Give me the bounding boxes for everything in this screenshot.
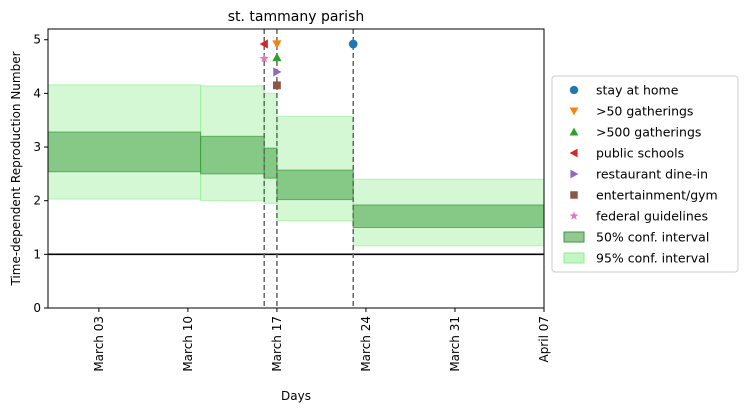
intervention-markers <box>259 39 358 90</box>
legend-marker-500-gatherings <box>569 127 579 136</box>
marker-entertainment-gym <box>273 81 281 90</box>
marker-500-gatherings <box>272 52 282 62</box>
y-tick-label: 0 <box>33 301 41 315</box>
plot-frame <box>47 28 545 309</box>
legend-marker-50-gatherings <box>569 107 579 116</box>
legend-label-entertainment-gym: entertainment/gym <box>596 188 718 203</box>
legend-label-restaurant-dine-in: restaurant dine-in <box>596 167 708 182</box>
legend-marker-federal-guidelines <box>569 211 579 220</box>
legend-label-federal-guidelines: federal guidelines <box>596 209 708 224</box>
legend-box <box>551 75 739 273</box>
legend-marker-restaurant-dine-in <box>570 169 579 179</box>
legend-marker-entertainment-gym <box>570 191 578 199</box>
marker-restaurant-dine-in <box>273 67 282 77</box>
ci50-band-0 <box>47 131 202 173</box>
x-axis-label: Days <box>281 389 311 403</box>
x-tick-label: March 03 <box>92 316 106 372</box>
x-tick-label: March 31 <box>448 316 462 372</box>
y-tick-label: 2 <box>33 194 41 208</box>
ci50-bands <box>47 131 545 229</box>
legend-label-stay-at-home: stay at home <box>596 83 679 98</box>
x-tick-label: March 10 <box>181 316 195 372</box>
legend-label-public-schools: public schools <box>596 146 684 161</box>
intervention-vlines <box>263 29 354 308</box>
ci50-band-3 <box>276 169 354 201</box>
chart-title: st. tammany parish <box>228 9 365 25</box>
legend-marker-stay-at-home <box>569 85 579 95</box>
marker-stay-at-home <box>348 39 358 49</box>
legend-label-95-conf-interval: 95% conf. interval <box>596 251 709 266</box>
legend-label-500-gatherings: >500 gatherings <box>596 125 701 140</box>
y-tick-label: 3 <box>33 140 41 154</box>
x-tick-label: March 24 <box>359 316 373 372</box>
marker-public-schools <box>259 39 268 49</box>
legend-label-50-conf-interval: 50% conf. interval <box>596 230 709 245</box>
axes: 0 1 2 3 4 5 March 03 March 10 March 17 March 24 Ma… <box>33 33 551 372</box>
x-tick-label: April 07 <box>537 316 551 363</box>
x-tick-label: March 17 <box>270 316 284 372</box>
ci50-band-4 <box>352 204 545 229</box>
y-tick-label: 1 <box>33 247 41 261</box>
marker-federal-guidelines <box>259 53 269 63</box>
ci50-band-1 <box>200 135 265 175</box>
y-tick-label: 5 <box>33 33 41 47</box>
ci50-band-2 <box>263 147 278 179</box>
legend-marker-50-conf-interval <box>563 231 585 243</box>
legend-marker-public-schools <box>569 148 578 158</box>
ci95-band-3 <box>276 115 354 222</box>
legend: stay at home >50 gatherings >500 gathering… <box>551 75 739 273</box>
marker-50-gatherings <box>272 40 282 49</box>
y-tick-label: 4 <box>33 86 41 100</box>
y-axis-label: Time-dependent Reproduction Number <box>9 51 23 286</box>
legend-marker-95-conf-interval <box>563 252 585 264</box>
legend-label-50-gatherings: >50 gatherings <box>596 104 693 119</box>
